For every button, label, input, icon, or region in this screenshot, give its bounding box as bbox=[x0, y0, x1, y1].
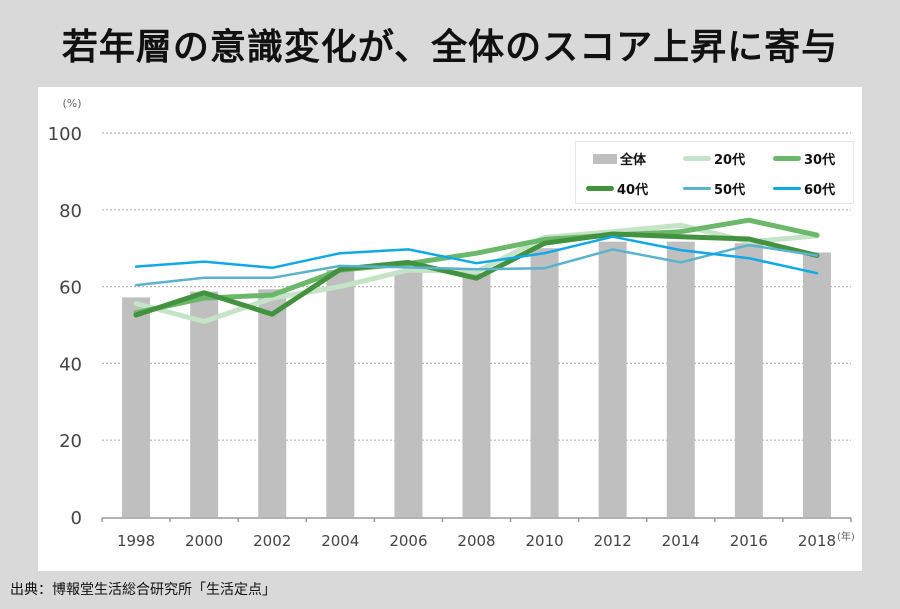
y-tick-label: 40 bbox=[59, 354, 82, 375]
bar-2016 bbox=[734, 243, 763, 517]
legend-label: 全体 bbox=[620, 153, 647, 168]
bar-2006 bbox=[394, 270, 423, 517]
legend-label: 50代 bbox=[714, 183, 746, 198]
bar-2004 bbox=[326, 270, 355, 517]
y-tick-label: 20 bbox=[59, 431, 82, 452]
page-title: 若年層の意識変化が、全体のスコア上昇に寄与 bbox=[61, 27, 839, 68]
legend-label: 30代 bbox=[804, 153, 836, 168]
bar-2000 bbox=[190, 291, 219, 517]
legend-label: 40代 bbox=[617, 183, 649, 198]
x-tick-label: 2002 bbox=[253, 532, 291, 550]
legend-item: 全体 bbox=[593, 149, 646, 168]
legend-swatch bbox=[683, 187, 711, 190]
legend-swatch bbox=[586, 186, 614, 191]
y-tick-label: 100 bbox=[48, 124, 82, 145]
x-tick-label: 2008 bbox=[457, 532, 495, 550]
source-note: 出典：博報堂生活総合研究所「生活定点」 bbox=[10, 582, 276, 598]
x-tick-label: 2000 bbox=[185, 532, 223, 550]
x-tick-label: 2012 bbox=[594, 532, 632, 550]
bar-2014 bbox=[666, 241, 695, 517]
y-tick-label: 80 bbox=[59, 201, 82, 222]
bar-2010 bbox=[530, 248, 559, 517]
legend-swatch bbox=[593, 153, 617, 164]
legend-label: 60代 bbox=[804, 183, 836, 198]
legend-item: 20代 bbox=[683, 149, 745, 168]
legend-swatch bbox=[683, 156, 711, 161]
x-tick-label: 2016 bbox=[730, 532, 768, 550]
x-tick-label: 1998 bbox=[117, 532, 155, 550]
legend-label: 20代 bbox=[714, 153, 746, 168]
x-axis-unit-label: (年) bbox=[837, 530, 855, 543]
legend: 全体 20代 30代 40代 50代 60代 bbox=[575, 141, 854, 204]
legend-item: 40代 bbox=[586, 179, 648, 198]
legend-item: 50代 bbox=[683, 179, 745, 198]
legend-swatch bbox=[773, 156, 801, 161]
y-axis-unit-label: (%) bbox=[62, 97, 81, 110]
bar-1998 bbox=[122, 297, 151, 517]
x-tick-label: 2004 bbox=[321, 532, 359, 550]
bar-2012 bbox=[598, 241, 627, 517]
bar-2002 bbox=[258, 289, 287, 517]
x-tick-label: 2018 bbox=[798, 532, 836, 550]
legend-item: 30代 bbox=[773, 149, 835, 168]
x-tick-label: 2010 bbox=[525, 532, 563, 550]
bar-2008 bbox=[462, 273, 491, 517]
y-tick-label: 0 bbox=[71, 508, 82, 529]
legend-item: 60代 bbox=[773, 179, 835, 198]
bar-2018 bbox=[802, 252, 831, 517]
legend-swatch bbox=[773, 187, 801, 190]
y-tick-label: 60 bbox=[59, 278, 82, 299]
x-tick-label: 2006 bbox=[389, 532, 427, 550]
x-tick-label: 2014 bbox=[662, 532, 700, 550]
